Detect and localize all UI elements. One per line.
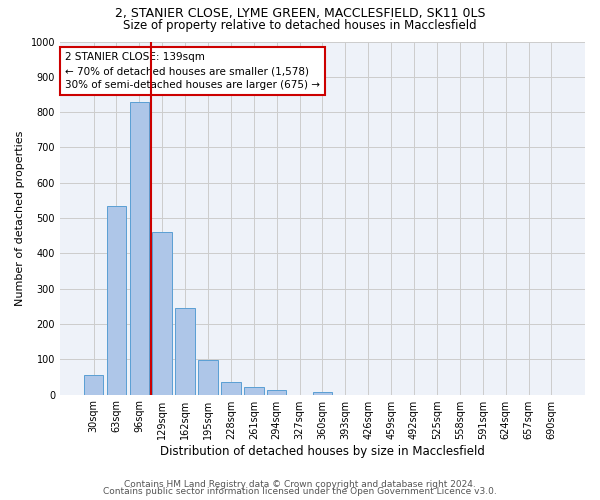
Text: Size of property relative to detached houses in Macclesfield: Size of property relative to detached ho… [123,18,477,32]
Bar [313,392,332,394]
X-axis label: Distribution of detached houses by size in Macclesfield: Distribution of detached houses by size … [160,444,485,458]
Text: 2 STANIER CLOSE: 139sqm
← 70% of detached houses are smaller (1,578)
30% of semi: 2 STANIER CLOSE: 139sqm ← 70% of detache… [65,52,320,90]
Bar [175,308,195,394]
Bar [107,206,126,394]
Bar [130,102,149,395]
Bar [221,382,241,394]
Y-axis label: Number of detached properties: Number of detached properties [15,130,25,306]
Bar [244,387,263,394]
Bar [152,232,172,394]
Bar [84,375,103,394]
Bar [267,390,286,394]
Bar [198,360,218,394]
Text: Contains HM Land Registry data © Crown copyright and database right 2024.: Contains HM Land Registry data © Crown c… [124,480,476,489]
Text: 2, STANIER CLOSE, LYME GREEN, MACCLESFIELD, SK11 0LS: 2, STANIER CLOSE, LYME GREEN, MACCLESFIE… [115,8,485,20]
Text: Contains public sector information licensed under the Open Government Licence v3: Contains public sector information licen… [103,487,497,496]
